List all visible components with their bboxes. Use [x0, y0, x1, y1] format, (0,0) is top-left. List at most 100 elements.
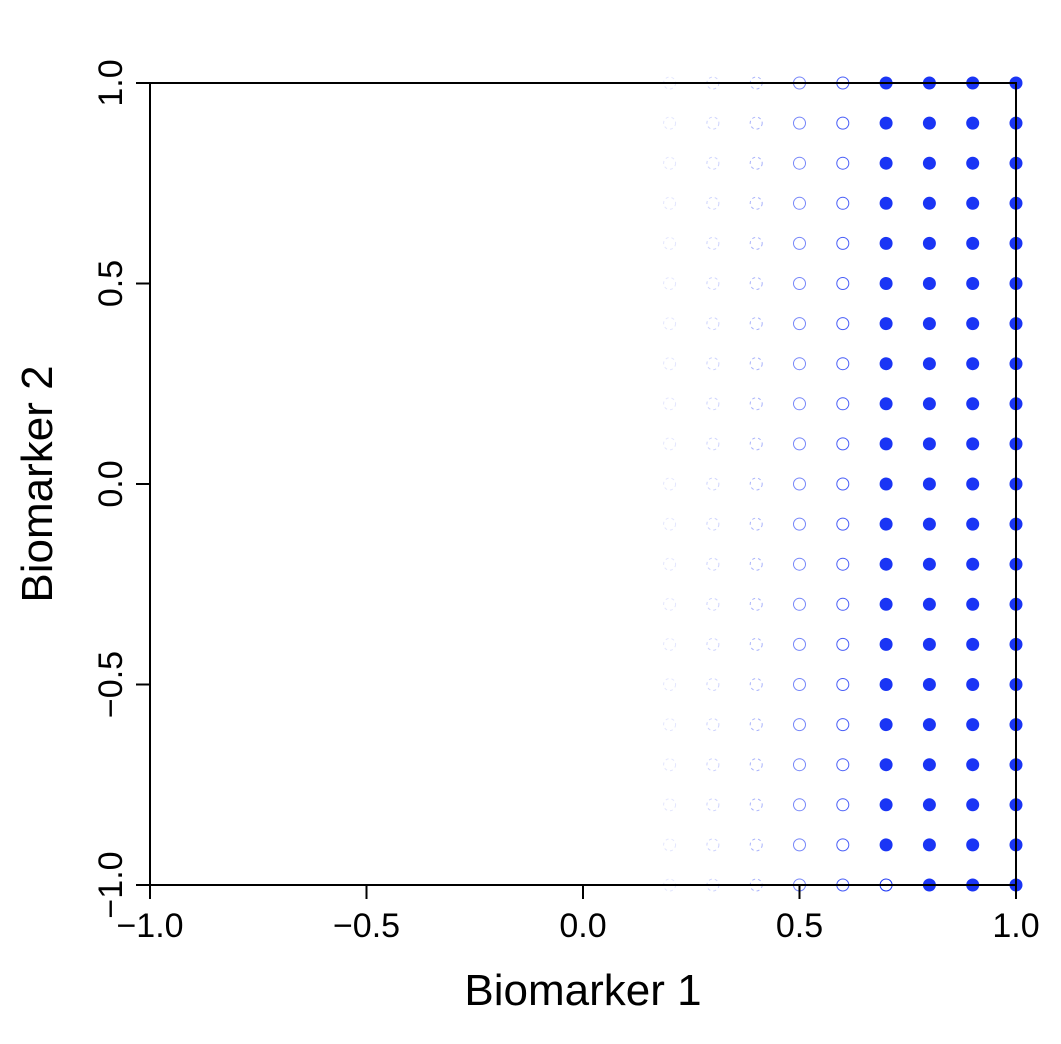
data-point	[663, 236, 677, 250]
data-point	[922, 116, 936, 130]
data-point	[922, 838, 936, 852]
data-point	[706, 477, 720, 491]
data-point	[879, 317, 893, 331]
data-point	[663, 477, 677, 491]
data-point	[706, 557, 720, 571]
data-point	[663, 517, 677, 531]
data-point	[749, 718, 763, 732]
data-point	[836, 156, 850, 170]
data-point	[879, 517, 893, 531]
data-point	[922, 637, 936, 651]
data-point	[663, 838, 677, 852]
data-point	[922, 798, 936, 812]
data-point	[922, 557, 936, 571]
data-point	[922, 597, 936, 611]
data-point	[836, 357, 850, 371]
data-point	[922, 397, 936, 411]
x-tick-label: 1.0	[992, 907, 1039, 945]
data-point	[706, 517, 720, 531]
y-tick-label: 1.0	[92, 59, 130, 106]
data-point	[879, 637, 893, 651]
data-point	[793, 317, 806, 331]
data-point	[663, 116, 677, 130]
data-point	[836, 678, 850, 691]
data-point	[749, 116, 763, 130]
data-point	[749, 156, 763, 170]
data-point	[966, 236, 980, 250]
data-point	[836, 718, 850, 732]
data-point	[663, 317, 677, 331]
data-point	[663, 637, 677, 651]
data-point	[966, 317, 980, 331]
data-point	[966, 437, 980, 451]
data-point	[793, 277, 806, 290]
x-tick-label: −1.0	[116, 907, 183, 945]
y-tick-label: −1.0	[92, 851, 130, 918]
data-point	[749, 758, 763, 772]
data-point	[793, 597, 806, 611]
data-point	[706, 317, 720, 331]
data-point	[879, 156, 893, 170]
x-axis-title: Biomarker 1	[464, 966, 701, 1015]
data-point	[879, 597, 893, 611]
data-point	[922, 718, 936, 732]
data-point	[749, 277, 763, 290]
data-point	[922, 156, 936, 170]
data-point	[836, 397, 850, 411]
data-point	[836, 597, 850, 611]
data-point	[879, 718, 893, 732]
data-point	[749, 557, 763, 571]
x-tick-label: −0.5	[333, 907, 400, 945]
data-point	[706, 156, 720, 170]
data-point	[879, 236, 893, 250]
data-point	[749, 798, 763, 812]
data-point	[879, 437, 893, 451]
data-point	[706, 397, 720, 411]
data-point	[793, 758, 806, 772]
data-point	[749, 477, 763, 491]
data-point	[966, 517, 980, 531]
data-point	[922, 317, 936, 331]
data-point	[749, 838, 763, 852]
data-point	[749, 678, 763, 691]
data-point	[706, 196, 720, 210]
data-point	[793, 477, 806, 491]
data-point	[879, 798, 893, 812]
data-point	[663, 718, 677, 732]
data-point	[663, 798, 677, 812]
data-point	[706, 236, 720, 250]
data-point	[706, 678, 720, 691]
data-point	[706, 277, 720, 290]
points-layer	[663, 76, 1023, 892]
y-tick-label: 0.5	[92, 260, 130, 307]
data-point	[879, 196, 893, 210]
data-point	[793, 196, 806, 210]
data-point	[663, 597, 677, 611]
data-point	[663, 758, 677, 772]
data-point	[836, 838, 850, 852]
data-point	[966, 637, 980, 651]
data-point	[749, 637, 763, 651]
data-point	[749, 597, 763, 611]
x-tick-label: 0.0	[559, 907, 606, 945]
data-point	[749, 196, 763, 210]
data-point	[749, 437, 763, 451]
data-point	[836, 798, 850, 812]
data-point	[706, 758, 720, 772]
data-point	[922, 357, 936, 371]
data-point	[706, 116, 720, 130]
data-point	[966, 758, 980, 772]
data-point	[793, 798, 806, 812]
data-point	[966, 116, 980, 130]
data-point	[793, 637, 806, 651]
data-point	[706, 718, 720, 732]
data-point	[663, 196, 677, 210]
data-point	[966, 597, 980, 611]
data-point	[663, 557, 677, 571]
data-point	[793, 678, 806, 691]
data-point	[749, 517, 763, 531]
data-point	[922, 678, 936, 691]
data-point	[793, 838, 806, 852]
data-point	[706, 437, 720, 451]
